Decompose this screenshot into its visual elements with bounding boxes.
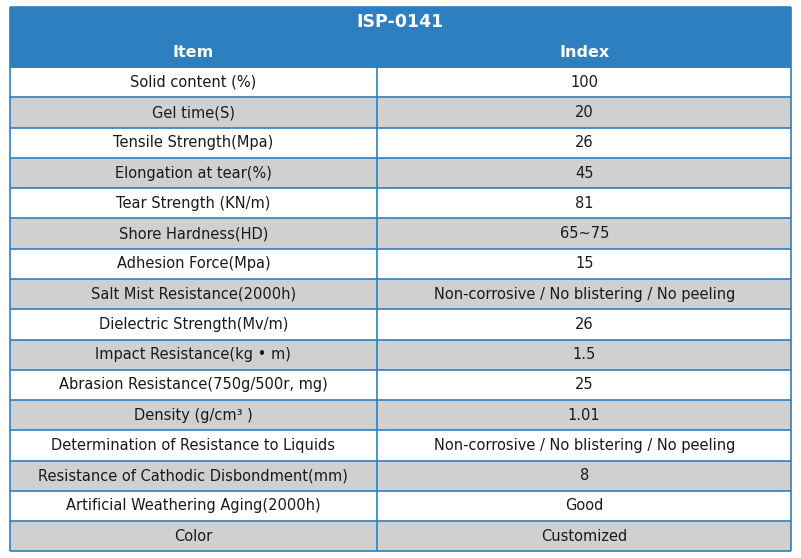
Text: Customized: Customized xyxy=(541,528,627,543)
Bar xyxy=(10,279,377,309)
Bar xyxy=(10,98,377,128)
Bar xyxy=(10,158,377,188)
Text: Determination of Resistance to Liquids: Determination of Resistance to Liquids xyxy=(51,438,336,453)
Text: Non-corrosive / No blistering / No peeling: Non-corrosive / No blistering / No peeli… xyxy=(433,287,735,302)
Bar xyxy=(377,279,791,309)
Bar xyxy=(377,128,791,158)
Text: 26: 26 xyxy=(575,136,594,150)
Text: Density (g/cm³ ): Density (g/cm³ ) xyxy=(134,408,252,422)
Text: Color: Color xyxy=(174,528,212,543)
Bar xyxy=(377,98,791,128)
Text: 100: 100 xyxy=(570,75,598,90)
Text: 81: 81 xyxy=(575,196,594,211)
Bar xyxy=(10,249,377,279)
Bar xyxy=(10,219,377,249)
Bar xyxy=(377,491,791,521)
Text: 45: 45 xyxy=(575,166,594,181)
Bar xyxy=(377,430,791,460)
Bar xyxy=(377,188,791,219)
Bar xyxy=(10,491,377,521)
Text: Gel time(S): Gel time(S) xyxy=(152,105,235,120)
Text: Good: Good xyxy=(565,498,603,513)
Text: ISP-0141: ISP-0141 xyxy=(357,13,444,31)
Bar xyxy=(10,67,377,98)
Text: Item: Item xyxy=(173,45,214,60)
Text: 1.01: 1.01 xyxy=(568,408,601,422)
Text: Resistance of Cathodic Disbondment(mm): Resistance of Cathodic Disbondment(mm) xyxy=(38,468,348,483)
Bar xyxy=(10,400,377,430)
Text: Abrasion Resistance(750g/500r, mg): Abrasion Resistance(750g/500r, mg) xyxy=(59,377,328,392)
Bar xyxy=(10,7,791,37)
Bar xyxy=(377,400,791,430)
Bar xyxy=(377,521,791,551)
Text: Index: Index xyxy=(559,45,610,60)
Text: 25: 25 xyxy=(575,377,594,392)
Bar xyxy=(10,460,377,491)
Bar xyxy=(377,309,791,339)
Bar xyxy=(377,219,791,249)
Text: 8: 8 xyxy=(580,468,589,483)
Bar xyxy=(10,430,377,460)
Text: Shore Hardness(HD): Shore Hardness(HD) xyxy=(119,226,268,241)
Text: 1.5: 1.5 xyxy=(573,347,596,362)
Text: 26: 26 xyxy=(575,317,594,332)
Bar xyxy=(10,370,377,400)
Text: Salt Mist Resistance(2000h): Salt Mist Resistance(2000h) xyxy=(91,287,296,302)
Text: 15: 15 xyxy=(575,256,594,271)
Text: Dielectric Strength(Mv/m): Dielectric Strength(Mv/m) xyxy=(99,317,288,332)
Bar xyxy=(10,188,377,219)
Bar xyxy=(10,309,377,339)
Bar xyxy=(10,37,377,67)
Text: Artificial Weathering Aging(2000h): Artificial Weathering Aging(2000h) xyxy=(66,498,320,513)
Bar xyxy=(377,67,791,98)
Bar xyxy=(377,249,791,279)
Text: Solid content (%): Solid content (%) xyxy=(131,75,256,90)
Text: Adhesion Force(Mpa): Adhesion Force(Mpa) xyxy=(116,256,270,271)
Bar xyxy=(10,128,377,158)
Text: Impact Resistance(kg • m): Impact Resistance(kg • m) xyxy=(95,347,292,362)
Text: 65~75: 65~75 xyxy=(560,226,609,241)
Bar xyxy=(377,460,791,491)
Bar xyxy=(377,158,791,188)
Text: Tear Strength (KN/m): Tear Strength (KN/m) xyxy=(116,196,271,211)
Bar xyxy=(377,339,791,370)
Text: Tensile Strength(Mpa): Tensile Strength(Mpa) xyxy=(113,136,273,150)
Bar xyxy=(377,37,791,67)
Text: Non-corrosive / No blistering / No peeling: Non-corrosive / No blistering / No peeli… xyxy=(433,438,735,453)
Text: 20: 20 xyxy=(575,105,594,120)
Bar xyxy=(10,521,377,551)
Bar xyxy=(10,339,377,370)
Bar xyxy=(377,370,791,400)
Text: Elongation at tear(%): Elongation at tear(%) xyxy=(115,166,272,181)
